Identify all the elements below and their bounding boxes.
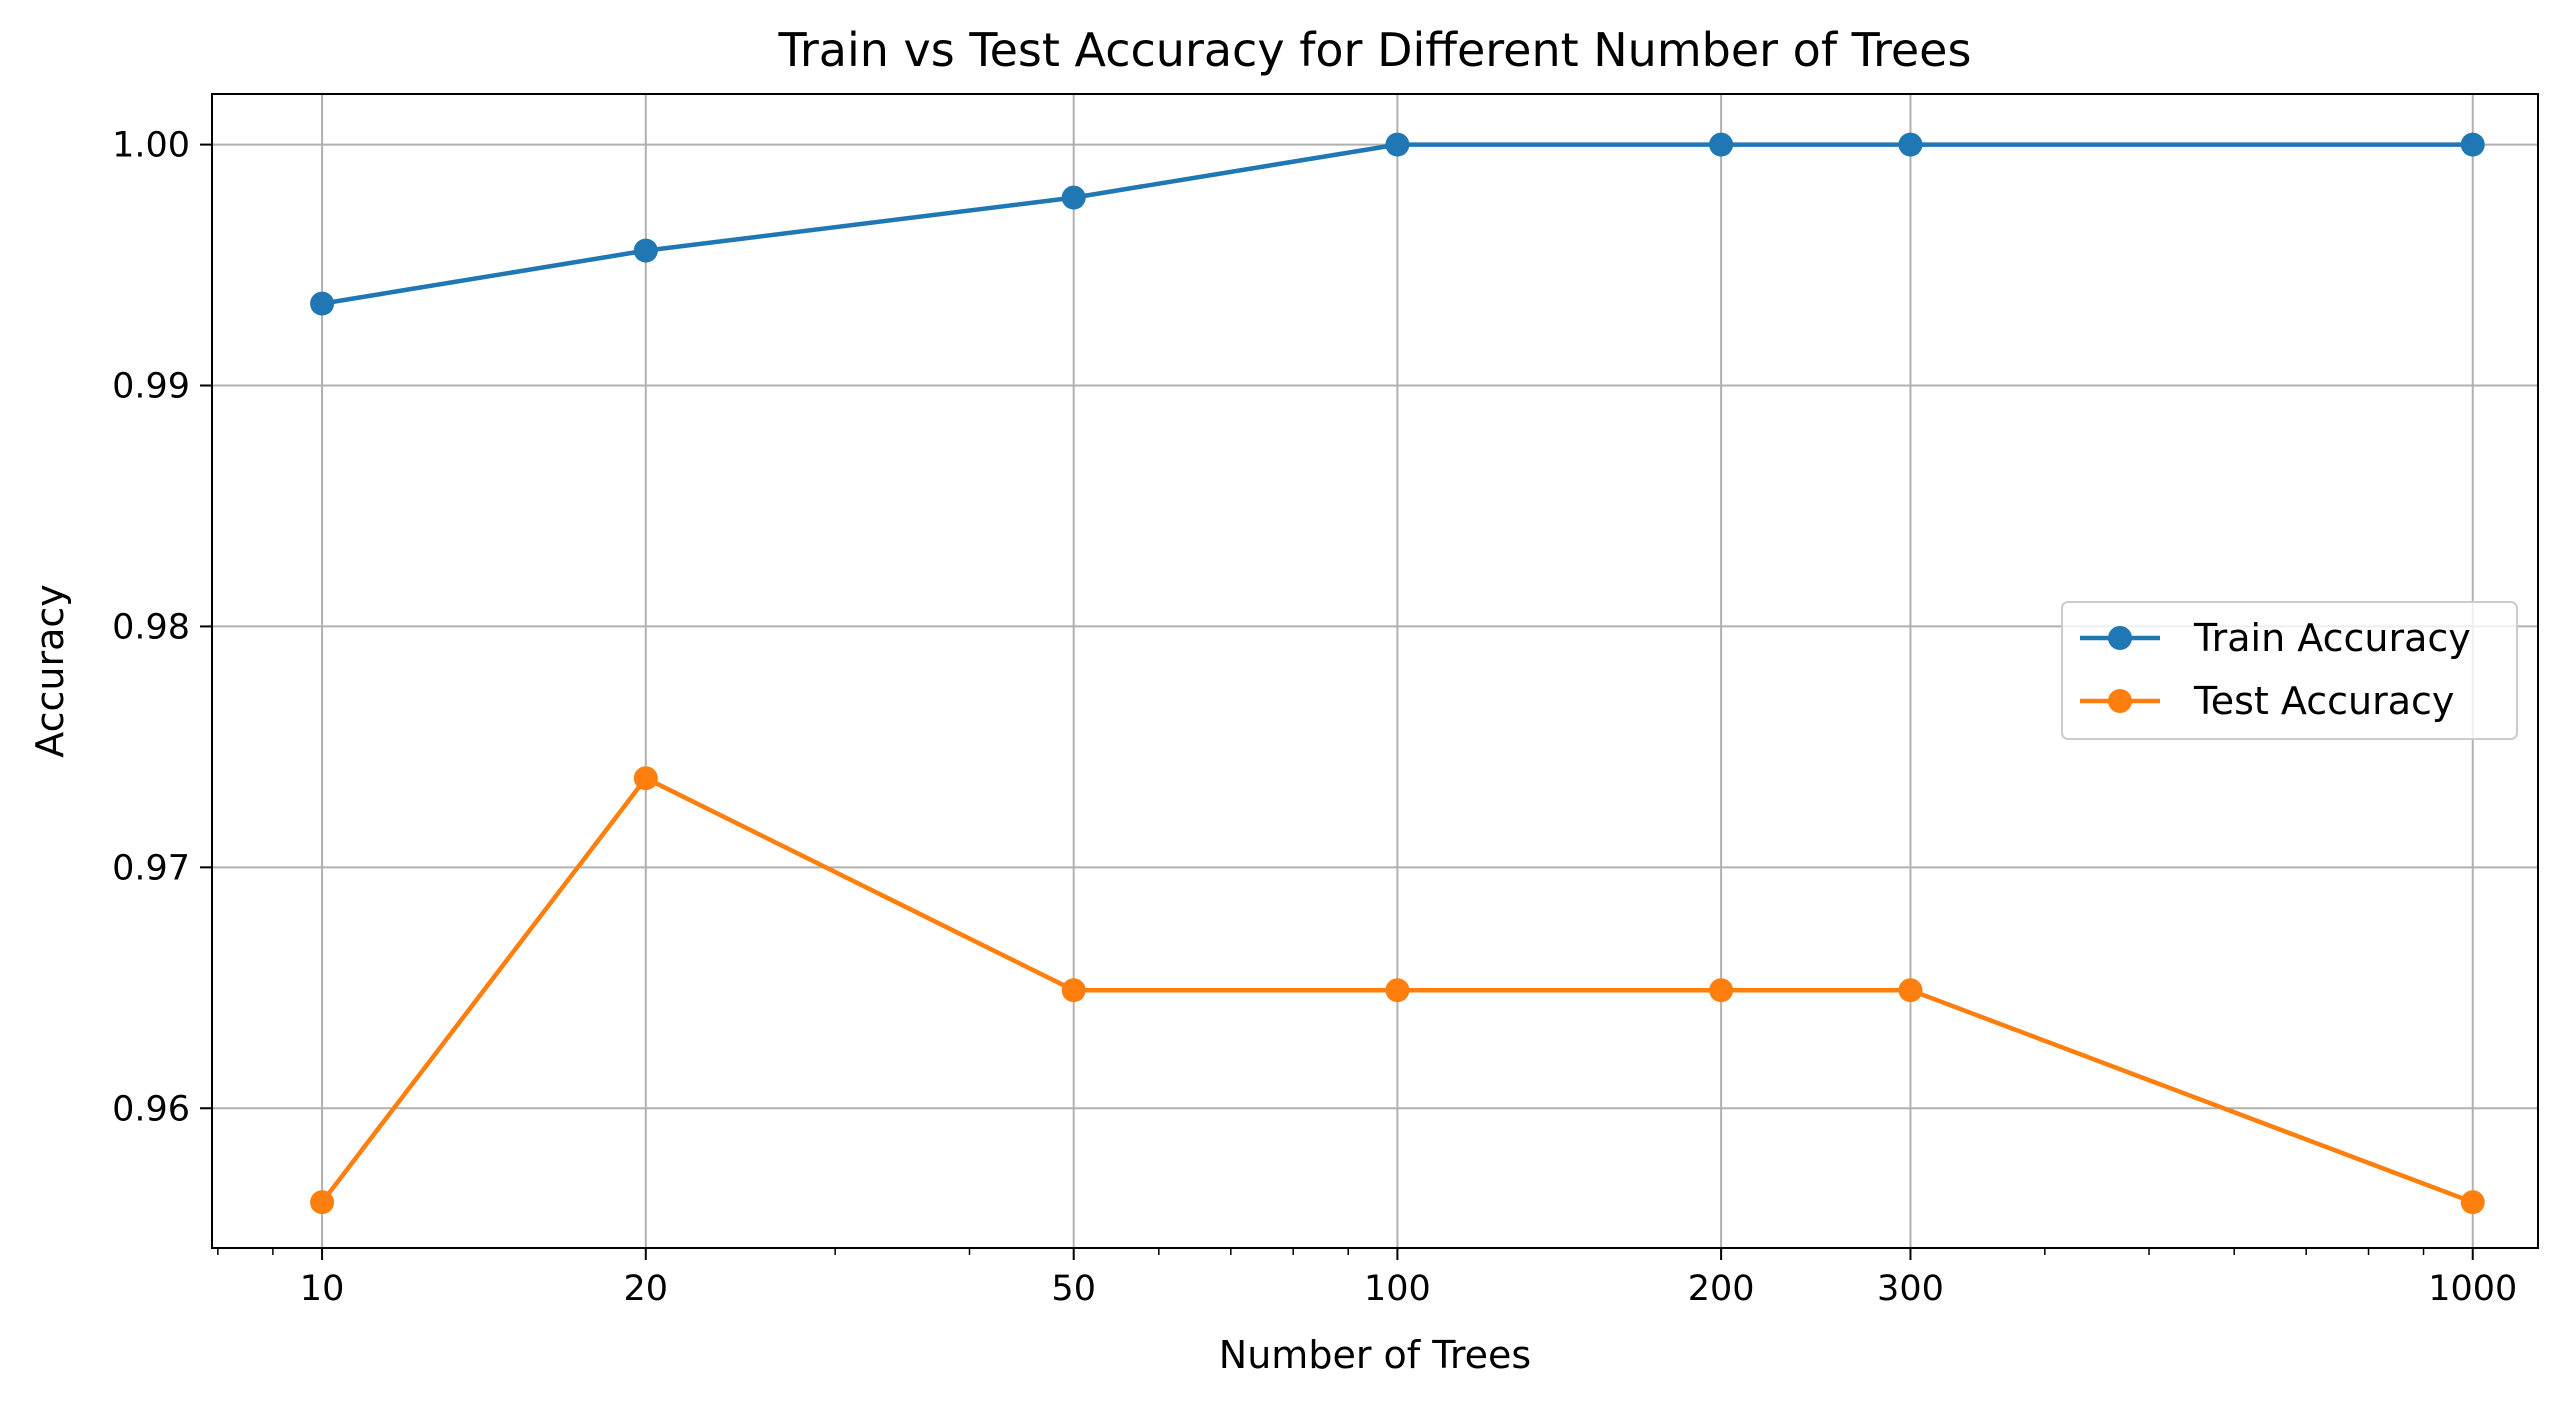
data-point-test-accuracy xyxy=(2460,1190,2485,1215)
legend-label: Test Accuracy xyxy=(2193,679,2454,723)
y-tick-label: 0.97 xyxy=(112,848,190,888)
legend-marker xyxy=(2108,689,2132,713)
x-tick-label: 1000 xyxy=(2428,1269,2517,1309)
plot-frame xyxy=(211,93,2539,1249)
data-point-train-accuracy xyxy=(1709,132,1734,157)
data-point-train-accuracy xyxy=(1385,132,1410,157)
y-tick-label: 0.99 xyxy=(112,367,190,407)
data-point-train-accuracy xyxy=(310,291,335,316)
axis-ticks: 10 20 50 100 200 300 1000 0.96 0.97 0.98 0.99 1.00 xyxy=(112,126,2517,1309)
data-point-test-accuracy xyxy=(1709,978,1734,1003)
legend-marker xyxy=(2108,626,2132,650)
x-axis-label: Number of Trees xyxy=(1219,1333,1531,1377)
data-point-test-accuracy xyxy=(1898,978,1923,1003)
chart-title: Train vs Test Accuracy for Different Num… xyxy=(778,23,1972,77)
data-point-test-accuracy xyxy=(310,1190,335,1215)
y-tick-label: 1.00 xyxy=(112,126,190,166)
y-tick-label: 0.96 xyxy=(112,1089,190,1129)
legend: Train Accuracy Test Accuracy xyxy=(2061,601,2518,740)
y-axis-label: Accuracy xyxy=(28,584,72,758)
x-tick-label: 50 xyxy=(1051,1269,1096,1309)
data-point-train-accuracy xyxy=(1061,185,1086,210)
x-tick-label: 100 xyxy=(1364,1269,1431,1309)
legend-label: Train Accuracy xyxy=(2193,616,2471,660)
data-point-train-accuracy xyxy=(2460,132,2485,157)
data-point-test-accuracy xyxy=(1061,978,1086,1003)
x-tick-label: 300 xyxy=(1877,1269,1944,1309)
data-point-train-accuracy xyxy=(633,238,658,263)
data-point-train-accuracy xyxy=(1898,132,1923,157)
series-layer xyxy=(310,132,2485,1215)
x-tick-label: 200 xyxy=(1688,1269,1755,1309)
legend-box xyxy=(2061,601,2518,740)
y-tick-label: 0.98 xyxy=(112,607,190,647)
data-point-test-accuracy xyxy=(633,766,658,791)
x-tick-label: 10 xyxy=(300,1269,345,1309)
x-tick-label: 20 xyxy=(624,1269,669,1309)
data-point-test-accuracy xyxy=(1385,978,1410,1003)
